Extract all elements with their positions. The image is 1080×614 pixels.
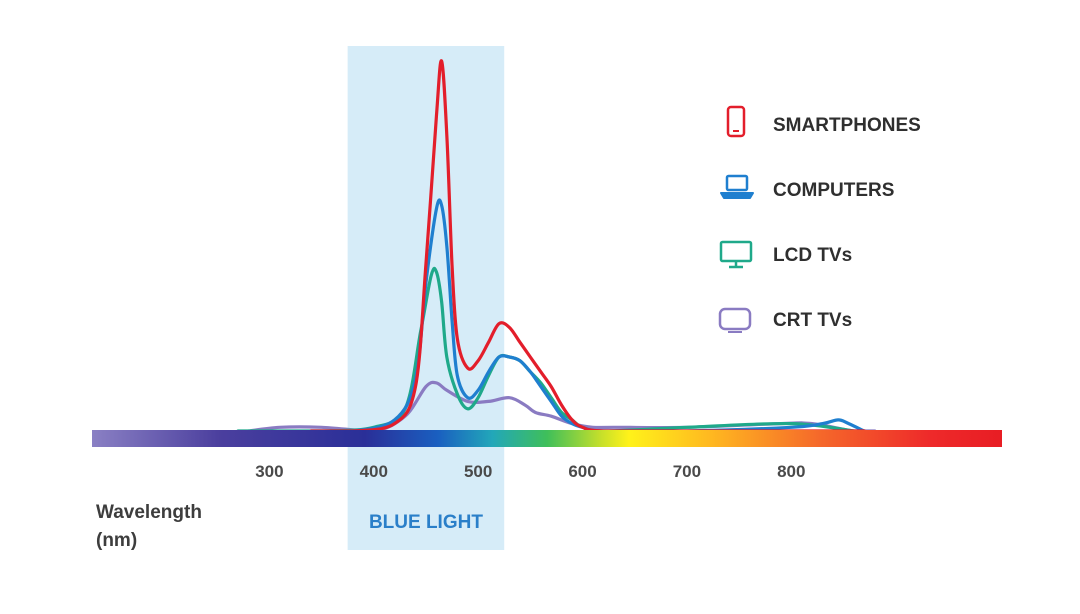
legend-label-crt-tvs: CRT TVs: [773, 310, 852, 331]
x-tick-label: 800: [777, 462, 805, 481]
legend-label-lcd-tvs: LCD TVs: [773, 245, 852, 266]
x-tick-label: 400: [360, 462, 388, 481]
series-lines: [236, 59, 877, 433]
blue-light-label: BLUE LIGHT: [369, 512, 483, 533]
legend-label-computers: COMPUTERS: [773, 180, 894, 201]
smartphone-icon: [726, 105, 746, 138]
x-tick-label: 600: [568, 462, 596, 481]
legend-label-smartphones: SMARTPHONES: [773, 115, 921, 136]
spectrum-bar: [92, 430, 1002, 447]
laptop-icon: [720, 174, 754, 199]
x-tick-label: 300: [255, 462, 283, 481]
x-axis-ticks: 300 400 500 600 700 800: [255, 462, 805, 481]
x-tick-label: 500: [464, 462, 492, 481]
x-tick-label: 700: [673, 462, 701, 481]
monitor-icon: [719, 240, 753, 269]
x-axis-unit: (nm): [96, 530, 137, 551]
crt-tv-icon: [718, 307, 752, 333]
x-axis-label: Wavelength: [96, 502, 202, 523]
series-line-lcd-tvs: [236, 266, 856, 433]
legend: SMARTPHONES COMPUTERS LCD TVs CRT TVs: [718, 105, 921, 333]
